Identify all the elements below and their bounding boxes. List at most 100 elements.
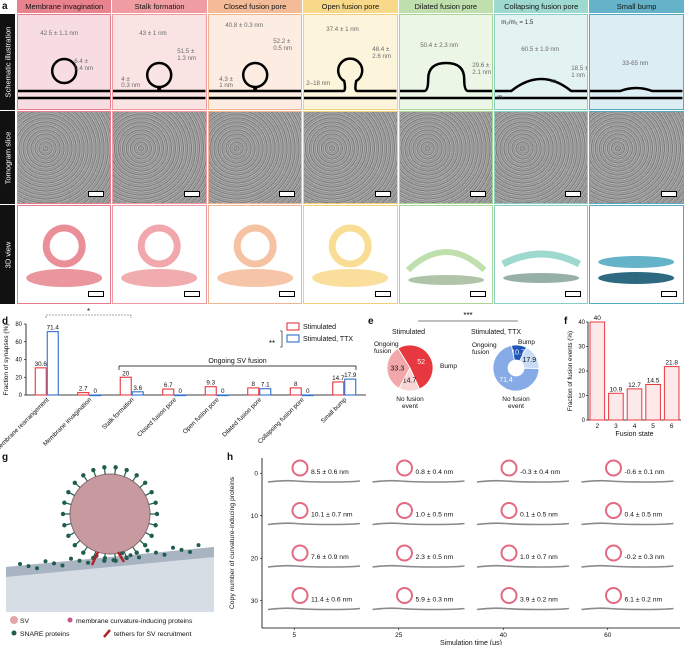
- snare-protein: [188, 550, 192, 554]
- bar-value-label: 71.4: [47, 325, 60, 332]
- snare-protein: [66, 533, 71, 539]
- bar: [289, 387, 302, 396]
- vesicle-trace: [500, 459, 518, 477]
- legend-label: Stimulated: [303, 324, 336, 331]
- measurement-label: m₁: [497, 94, 504, 101]
- pie-slice: [492, 344, 540, 392]
- scale-bar: [374, 191, 391, 197]
- pie-slice: [397, 344, 434, 390]
- snare-protein: [26, 564, 31, 569]
- scale-bar: [660, 291, 677, 297]
- stage-header: Open fusion pore: [303, 0, 398, 13]
- render-3d-drawing: [405, 249, 487, 285]
- bar: [216, 394, 229, 397]
- snare-protein: [142, 542, 148, 548]
- measurement-label: 50.4 ± 2.3 nm: [420, 42, 458, 49]
- render-3d-drawing: [598, 256, 675, 284]
- render-3d-cell: [494, 205, 589, 304]
- bar: [344, 378, 357, 396]
- y-tick-label: 0: [19, 393, 23, 399]
- membrane-render: [216, 269, 293, 287]
- tomogram-cell: [303, 111, 398, 204]
- snare-protein: [134, 550, 139, 555]
- panel-letter-e: e: [368, 316, 374, 327]
- y-tick-label: 60: [15, 340, 22, 346]
- membrane-trace: [372, 479, 465, 483]
- x-tick-label: 40: [500, 632, 508, 639]
- membrane-trace: [267, 564, 361, 568]
- significance-star: *: [87, 307, 90, 316]
- distance-label: 8.5 ± 0.6 nm: [311, 469, 349, 476]
- bar-value-label: 3.6: [133, 385, 142, 392]
- snare-protein: [142, 480, 148, 486]
- measurement-label: 52.2 ±: [273, 38, 291, 45]
- significance-bracket: [280, 330, 283, 348]
- vesicle-trace: [396, 587, 413, 604]
- vesicle-trace: [291, 459, 309, 477]
- x-tick-label: 5: [651, 423, 655, 430]
- x-axis-label: Fusion state: [615, 431, 653, 438]
- measurement-label: 51.5 ±: [178, 48, 196, 55]
- snare-protein: [162, 552, 167, 557]
- significance-bracket: [45, 314, 132, 318]
- bar-value-label: 14.5: [647, 377, 660, 384]
- y-tick-label: 0: [582, 418, 586, 424]
- vesicle-trace: [396, 544, 413, 562]
- bar-value-label: 0: [178, 388, 182, 395]
- vesicle-trace: [500, 544, 518, 562]
- render-3d-drawing: [501, 250, 582, 283]
- chart-f: 0 10 20 30 40 Fraction of fusion events (%) 40…: [567, 315, 681, 438]
- distance-label: 1.0 ± 0.7 nm: [520, 554, 558, 561]
- pie-value-label: 14.7: [403, 378, 417, 385]
- measurement-label: 42.5 ± 1.1 nm: [40, 30, 78, 37]
- stalk-shape: [157, 87, 162, 91]
- bar-value-label: 0: [306, 388, 310, 395]
- legend-label: SV: [20, 618, 30, 625]
- membrane-trace: [372, 564, 465, 568]
- y-tick-label: 20: [15, 375, 22, 381]
- snare-protein: [111, 558, 116, 563]
- significance-star: ***: [463, 311, 472, 320]
- collapsing-pore-shape: [495, 77, 588, 93]
- scale-bar: [279, 191, 296, 197]
- render-3d-cell: [398, 205, 493, 304]
- x-tick-label: 4: [633, 423, 637, 430]
- snare-protein: [145, 548, 150, 553]
- pie-value-label: 17.9: [523, 357, 537, 364]
- render-3d-cell: [207, 205, 303, 304]
- membrane-render: [598, 256, 675, 268]
- vesicle-trace: [605, 459, 622, 477]
- legend-label: tethers for SV recruitment: [114, 631, 192, 638]
- schematic-cell: 43 ± 1 nm 4 ±0.3 nm 51.5 ±1.3 nm: [112, 14, 207, 110]
- y-tick-label: 30: [578, 345, 585, 351]
- pie-title: Stimulated, TTX: [471, 329, 521, 336]
- snare-protein: [154, 550, 158, 555]
- scale-bar: [565, 191, 582, 197]
- measurement-label: 40.8 ± 0.3 nm: [225, 22, 263, 29]
- pie-value-label: 10.7: [511, 350, 525, 357]
- snare-protein: [179, 547, 184, 552]
- schematic-cell: 60.5 ± 1.9 nm 18.5 ±1 nm m₂/m₁ = 1.5 m₁ m₂: [494, 14, 589, 110]
- y-axis-label: Fraction of synapses (%): [3, 324, 10, 396]
- measurement-label: 60.5 ± 1.9 nm: [521, 46, 559, 53]
- tomogram-cell: [494, 111, 589, 204]
- vesicle-trace: [291, 587, 309, 604]
- schematic-drawing: 42.5 ± 1.1 nm 6.4 ±0.4 nm: [18, 30, 111, 100]
- schematic-drawing: 43 ± 1 nm 4 ±0.3 nm 51.5 ±1.3 nm: [113, 30, 206, 100]
- distance-label: -0.2 ± 0.3 nm: [625, 554, 665, 561]
- measurement-label: m₂: [551, 78, 559, 85]
- membrane-trace: [581, 479, 674, 483]
- distance-label: -0.3 ± 0.4 nm: [520, 469, 560, 476]
- pie-text-label: event: [508, 403, 524, 410]
- vesicle-circle: [146, 61, 173, 89]
- x-tick-label: No membrane rearrangement: [0, 396, 51, 460]
- y-tick-label: 0: [254, 470, 258, 477]
- measurement-label: 1 nm: [219, 82, 233, 89]
- snare-protein: [60, 511, 66, 517]
- vesicle-trace: [500, 587, 518, 604]
- y-tick-label: 80: [15, 322, 22, 328]
- tomogram-cell: [112, 111, 207, 204]
- render-3d-drawing: [216, 224, 293, 287]
- pie-text-label: Ongoing: [472, 342, 497, 349]
